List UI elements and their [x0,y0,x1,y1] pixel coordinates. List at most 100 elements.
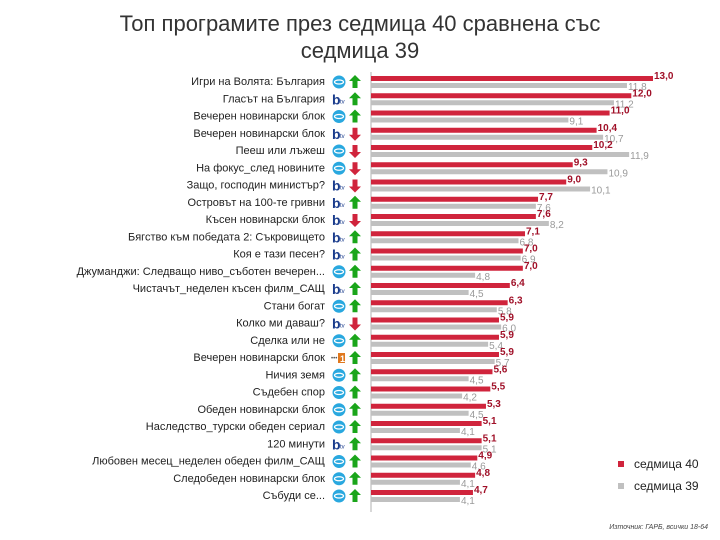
svg-text:tv: tv [340,255,345,261]
channel-logo-nova-icon [332,144,346,158]
svg-text:tv: tv [340,237,345,243]
bar-week40 [371,472,476,478]
bar-week39 [371,376,469,382]
data-label-week39: 5,1 [483,444,497,455]
channel-logo-btv-icon: b tv [332,229,345,245]
category-label: На фокус_след новините [196,162,325,174]
data-label-week39: 4,1 [461,496,475,507]
channel-logo-nova-icon [332,368,346,382]
data-label-week39: 6,0 [502,324,516,335]
bar-week39 [371,169,608,175]
bar-week40 [371,403,486,409]
bar-week40 [371,455,478,461]
svg-text:tv: tv [340,289,345,295]
bar-week40 [371,490,473,495]
category-label: Чистачът_неделен късен филм_САЩ [133,283,325,295]
channel-logo-nova-icon [332,489,346,503]
bar-week39 [371,100,614,106]
data-label-week40: 5,9 [500,330,514,341]
arrow-up-icon [349,299,361,313]
category-label: Любовен месец_неделен обеден филм_САЩ [92,456,325,468]
channel-logo-btv-icon: b tv [332,126,345,142]
legend-item-week39: седмица 39 [618,475,699,497]
data-label-week40: 7,1 [526,226,540,237]
bar-week40 [371,196,539,202]
category-label: Островът на 100-те гривни [188,197,325,209]
bar-week40 [371,438,482,444]
category-label: Съдебен спор [253,387,325,399]
arrow-up-icon [349,351,361,364]
bar-week39 [371,307,497,313]
title-line-1: Топ програмите през седмица 40 сравнена … [119,11,601,36]
bar-week39 [371,479,460,485]
bar-week39 [371,117,569,123]
data-label-week40: 5,9 [500,347,514,358]
data-label-week39: 7,6 [537,203,551,214]
arrow-up-icon [349,75,361,88]
arrow-up-icon [349,420,361,433]
arrow-up-icon [349,489,361,502]
category-label: Колко ми даваш? [236,318,325,330]
category-label: Наследство_турски обеден сериал [146,421,325,433]
arrow-up-icon [349,230,361,244]
bar-week40 [371,265,523,271]
arrow-down-icon [349,214,361,227]
bar-week39 [371,462,471,468]
legend-item-week40: седмица 40 [618,453,699,475]
arrow-up-icon [349,402,361,416]
data-label-week40: 5,1 [483,416,497,427]
bar-week39 [371,83,627,88]
arrow-up-icon [349,264,361,278]
arrow-down-icon [349,162,361,176]
data-label-week40: 6,3 [509,295,523,306]
data-label-week40: 7,0 [524,261,538,272]
data-label-week40: 7,6 [537,209,551,220]
bar-week39 [371,255,521,261]
data-label-week40: 12,0 [632,88,652,99]
arrow-up-icon [349,282,361,295]
channel-logo-btv-icon: b tv [332,91,345,107]
data-label-week39: 9,1 [569,117,583,128]
data-label-week39: 6,9 [522,255,536,266]
data-label-week39: 4,5 [470,289,484,300]
category-label: Пееш или лъжеш [236,145,326,157]
data-label-week39: 4,1 [461,479,475,490]
data-label-week40: 9,0 [567,175,581,186]
category-label: Стани богат [264,300,325,312]
data-label-week39: 4,5 [470,375,484,386]
data-label-week40: 5,3 [487,399,501,410]
data-label-week40: 7,0 [524,244,538,255]
data-label-week40: 5,6 [493,364,507,375]
svg-text:•••: ••• [331,356,337,362]
category-label: Коя е тази песен? [233,249,325,261]
channel-logo-nova-icon [332,265,346,279]
arrow-down-icon [349,317,361,331]
bar-week40 [371,283,510,288]
bar-week40 [371,231,526,237]
bar-week40 [371,179,567,185]
channel-logo-nova-icon [332,386,346,399]
data-label-week40: 13,0 [654,71,674,82]
channel-logo-btv-icon: b tv [332,195,345,211]
arrow-up-icon [349,437,361,451]
data-label-week39: 11,2 [615,99,634,110]
bar-week39 [371,134,604,140]
legend-swatch-week39 [618,483,624,489]
category-label: Следобеден новинарски блок [173,473,325,485]
channel-logo-btv-icon: b tv [332,247,345,263]
data-label-week40: 4,9 [478,451,492,462]
channel-logo-nova-icon [332,110,346,123]
bar-week40 [371,214,536,219]
svg-text:b: b [332,91,341,107]
data-label-week39: 11,8 [628,82,647,93]
arrow-up-icon [349,247,361,261]
data-label-week39: 4,2 [463,393,477,404]
data-label-week39: 5,7 [496,358,510,369]
channel-logo-btv-icon: b tv [332,212,345,228]
svg-text:b: b [332,126,341,142]
data-label-week39: 11,9 [630,151,649,162]
data-label-week40: 4,7 [474,485,488,496]
bar-week39 [371,341,489,347]
category-label: Бягство към победата 2: Съкровището [128,231,325,243]
